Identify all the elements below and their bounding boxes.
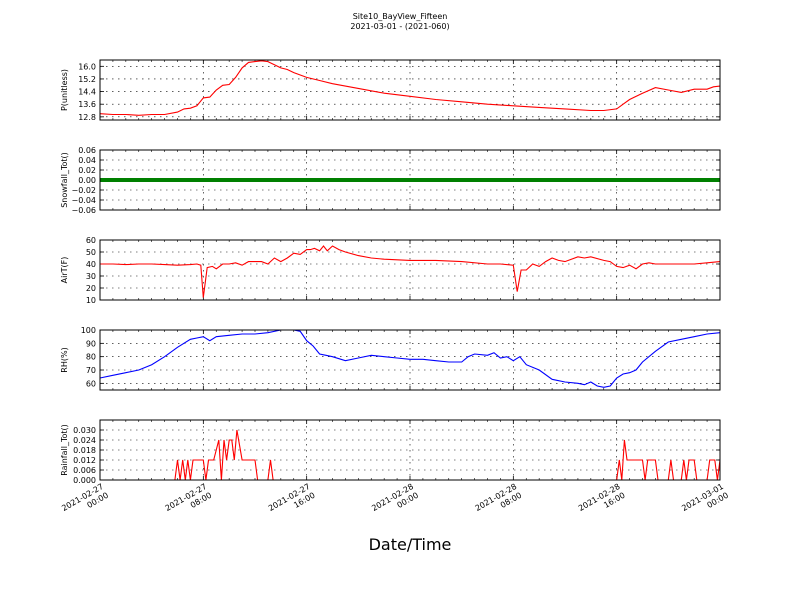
series-line [100,245,721,298]
y-tick-label: 20 [86,284,96,293]
y-axis-label: P(unitless) [60,69,69,111]
panel-1: 12.8 13.6 14.4 15.2 16.0 P(unitless) [60,59,721,122]
panel-2: −0.06−0.04−0.020.000.020.040.06 Snowfall_… [60,146,721,215]
plot-frame [99,329,721,391]
y-tick-label: 13.6 [78,100,96,109]
plot-frame [99,419,721,481]
y-tick-label: 70 [86,366,96,375]
y-tick-label: 14.4 [78,88,96,97]
y-tick-label: −0.02 [71,186,96,195]
y-tick-label: 80 [86,353,96,362]
y-tick-label: −0.06 [71,206,96,215]
plot-frame [99,149,721,211]
y-tick-label: 40 [86,260,96,269]
y-tick-label: 0.04 [78,156,96,165]
y-tick-label: 0.030 [73,426,96,435]
y-tick-label: 12.8 [78,113,96,122]
y-tick-label: 0.012 [73,456,96,465]
y-tick-label: 50 [86,248,96,257]
plot-frame [99,239,721,301]
series-line [99,329,721,388]
y-axis-label: AirT(F) [60,257,69,284]
x-tick-label: 2021-02-2808:00 [474,482,524,522]
chart-subtitle: 2021-03-01 - (2021-060) [350,22,449,31]
y-tick-label: 0.02 [78,166,96,175]
y-tick-label: 90 [86,339,96,348]
series-line [99,60,721,116]
panel-3: 10 20 30 40 50 60 AirT(F) [60,236,721,305]
x-tick-label: 2021-02-2716:00 [267,482,317,522]
y-axis-label: Snowfall_Tot() [60,152,69,208]
y-tick-label: 60 [86,379,96,388]
y-tick-label: 0.024 [73,436,96,445]
x-tick-label: 2021-02-2816:00 [577,482,627,522]
plot-frame [99,59,721,121]
y-tick-label: 0.06 [78,146,96,155]
x-axis-label: Date/Time [369,535,452,554]
y-tick-label: 0.00 [78,176,96,185]
x-tick-label: 2021-02-2700:00 [60,482,110,522]
y-axis-label: RH(%) [60,347,69,372]
chart-title: Site10_BayView_Fifteen [353,12,448,21]
y-tick-label: 0.018 [73,446,96,455]
x-tick-label: 2021-03-0100:00 [680,482,730,522]
y-tick-label: 16.0 [78,62,96,71]
y-tick-label: 0.000 [73,476,96,485]
x-tick-label: 2021-02-2800:00 [370,482,420,522]
y-axis-label: Rainfall_Tot() [60,424,69,476]
x-tick-label: 2021-02-2708:00 [164,482,214,522]
y-tick-label: 30 [86,272,96,281]
y-tick-label: −0.04 [71,196,96,205]
chart-panels: 12.813.614.415.216.0P(unitless)−0.06−0.0… [60,59,721,485]
y-tick-label: 100 [81,326,96,335]
x-tick-labels: 2021-02-2700:00 2021-02-2708:00 2021-02-27… [60,482,730,522]
panel-4: 60 70 80 90 100 RH(%) [60,326,721,391]
y-tick-label: 60 [86,236,96,245]
y-tick-label: 15.2 [78,75,96,84]
series-line [100,429,721,481]
y-tick-label: 0.006 [73,466,96,475]
y-tick-label: 10 [86,296,96,305]
